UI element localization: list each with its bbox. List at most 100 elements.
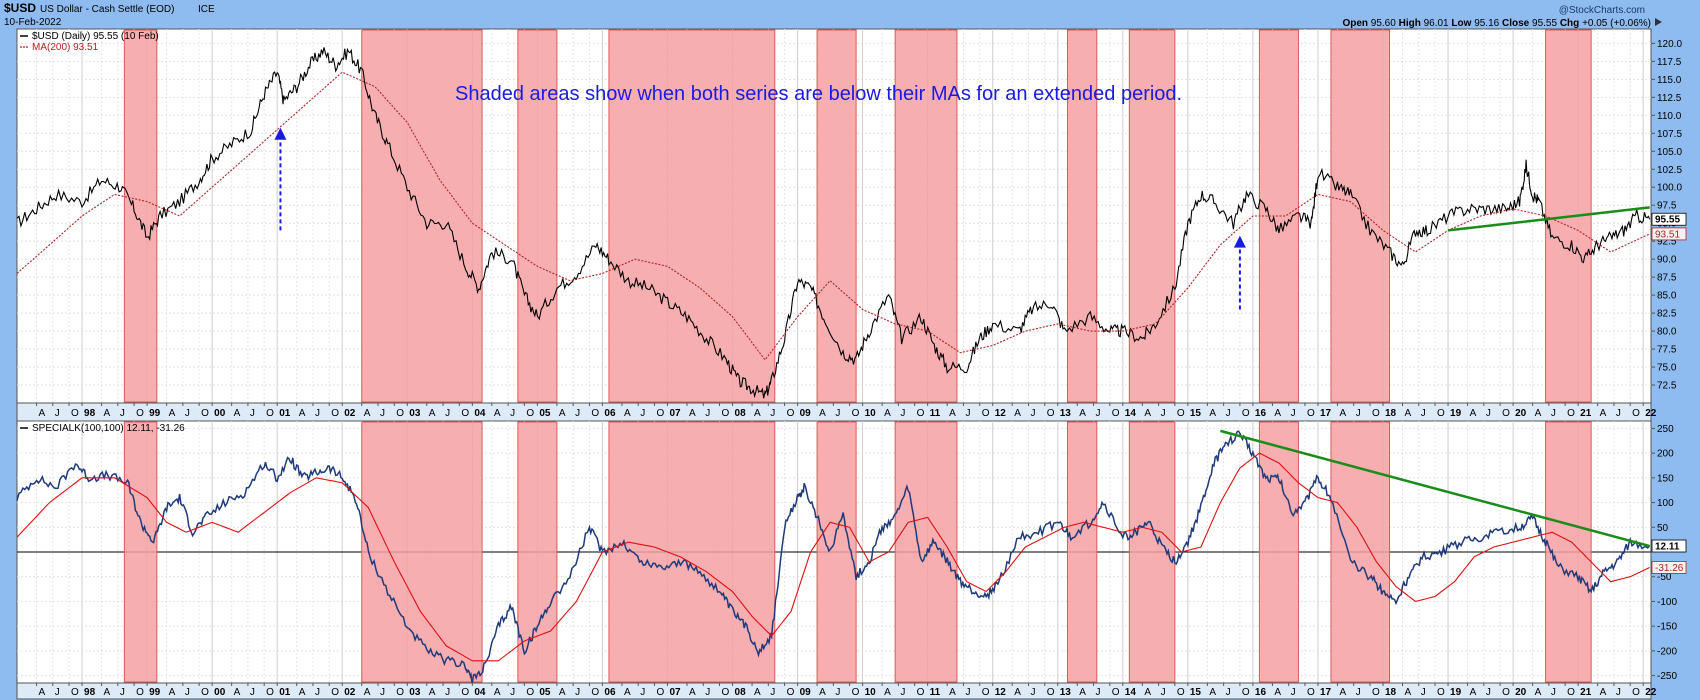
x-tick-label: A xyxy=(949,687,956,698)
x-tick-label: O xyxy=(591,687,599,698)
x-tick-label: A xyxy=(689,687,696,698)
x-tick-label: A xyxy=(39,408,46,419)
x-tick-label: 04 xyxy=(474,408,486,419)
x-tick-label: O xyxy=(1242,408,1250,419)
indicator-last-value-label: 12.11 xyxy=(1655,542,1680,553)
indicator-y-tick-label: 200 xyxy=(1657,449,1674,460)
x-tick-label: J xyxy=(1486,408,1491,419)
x-tick-label: A xyxy=(754,687,761,698)
x-tick-label: 99 xyxy=(149,408,161,419)
x-tick-label: 17 xyxy=(1320,687,1332,698)
x-tick-label: A xyxy=(494,687,501,698)
x-tick-label: A xyxy=(1339,408,1346,419)
x-tick-label: A xyxy=(429,687,436,698)
price-y-tick-label: 100.0 xyxy=(1657,183,1682,194)
indicator-y-tick-label: -50 xyxy=(1657,572,1672,583)
chevron-right-icon xyxy=(1655,18,1662,26)
x-tick-label: 99 xyxy=(149,687,161,698)
x-tick-label: A xyxy=(104,687,111,698)
indicator-trendline xyxy=(1220,429,1651,548)
x-tick-label: J xyxy=(120,408,125,419)
price-y-tick-label: 105.0 xyxy=(1657,147,1682,158)
x-tick-label: J xyxy=(835,408,840,419)
price-shaded-range xyxy=(608,29,776,403)
price-last-value-box xyxy=(1651,212,1687,226)
x-tick-label: 00 xyxy=(214,408,226,419)
x-tick-label: O xyxy=(1372,408,1380,419)
price-y-tick-label: 107.5 xyxy=(1657,129,1682,140)
x-tick-label: O xyxy=(722,687,730,698)
x-tick-label: O xyxy=(591,408,599,419)
x-tick-label: 08 xyxy=(735,408,747,419)
indicator-legend: SPECIALK(100,100) 12.11, -31.26 xyxy=(20,423,185,434)
x-tick-label: 19 xyxy=(1450,687,1462,698)
price-shaded-range xyxy=(1330,29,1391,403)
price-last-value-label: 95.55 xyxy=(1655,215,1680,226)
price-trendline xyxy=(1447,206,1650,232)
x-tick-label: J xyxy=(1486,687,1491,698)
x-tick-label: A xyxy=(234,408,241,419)
x-tick-label: O xyxy=(917,408,925,419)
x-tick-label: A xyxy=(1535,687,1542,698)
x-tick-label: J xyxy=(315,408,320,419)
price-last-value-box xyxy=(1651,227,1687,241)
symbol: $USD xyxy=(4,1,36,15)
x-tick-label: 06 xyxy=(604,687,616,698)
legend-ma: MA(200) 93.51 xyxy=(32,42,99,53)
chart-annotation: Shaded areas show when both series are b… xyxy=(455,83,1182,105)
indicator-shaded-range xyxy=(123,421,158,683)
indicator-y-tick-label: -200 xyxy=(1657,646,1677,657)
x-tick-label: O xyxy=(136,687,144,698)
x-tick-label: 07 xyxy=(669,408,681,419)
indicator-shaded-range xyxy=(816,421,857,683)
x-tick-label: 11 xyxy=(930,408,941,419)
close-value: 95.55 xyxy=(1532,18,1557,29)
x-tick-label: A xyxy=(1535,408,1542,419)
close-label: Close xyxy=(1502,18,1530,29)
x-tick-label: 98 xyxy=(84,408,96,419)
brand-watermark: @StockCharts.com xyxy=(1559,5,1645,16)
x-tick-label: A xyxy=(39,687,46,698)
price-y-tick-label: 90.0 xyxy=(1657,255,1677,266)
x-tick-label: 10 xyxy=(865,408,877,419)
x-tick-label: 08 xyxy=(735,687,747,698)
x-tick-label: J xyxy=(835,687,840,698)
x-tick-label: O xyxy=(1437,687,1445,698)
legend-price: $USD (Daily) 95.55 (10 Feb) xyxy=(32,31,159,42)
x-tick-label: O xyxy=(1112,687,1120,698)
x-tick-label: O xyxy=(1632,408,1640,419)
x-tick-label: O xyxy=(1567,687,1575,698)
price-y-tick-label: 72.5 xyxy=(1657,381,1677,392)
x-tick-label: O xyxy=(461,687,469,698)
price-y-tick-label: 87.5 xyxy=(1657,273,1677,284)
x-tick-label: O xyxy=(1307,408,1315,419)
x-tick-label: O xyxy=(1502,687,1510,698)
x-tick-label: O xyxy=(71,408,79,419)
x-tick-label: J xyxy=(770,687,775,698)
x-tick-label: A xyxy=(1339,687,1346,698)
x-tick-label: J xyxy=(640,687,645,698)
price-shaded-range xyxy=(517,29,558,403)
x-tick-label: J xyxy=(185,408,190,419)
x-tick-label: O xyxy=(656,687,664,698)
x-tick-label: O xyxy=(852,687,860,698)
indicator-y-tick-label: -250 xyxy=(1657,671,1677,682)
x-tick-label: O xyxy=(331,687,339,698)
indicator-y-tick-label: -150 xyxy=(1657,622,1677,633)
x-tick-label: A xyxy=(1079,687,1086,698)
x-tick-label: A xyxy=(1144,687,1151,698)
indicator-annotations: 12.11 -31.26 xyxy=(1220,429,1687,574)
x-tick-label: A xyxy=(1014,408,1021,419)
x-tick-label: J xyxy=(55,408,60,419)
x-tick-label: A xyxy=(949,408,956,419)
price-shaded-areas xyxy=(123,29,1592,403)
x-tick-label: 12 xyxy=(995,408,1007,419)
open-value: 95.60 xyxy=(1371,18,1396,29)
x-tick-label: 15 xyxy=(1190,687,1202,698)
x-tick-label: A xyxy=(169,408,176,419)
x-axis-bottom: A J O 98 A J O 99 A J O 00 A J O 01 A J O 02 A J O 03 A J O 04 A J O 05… xyxy=(36,683,1657,698)
x-tick-label: O xyxy=(526,687,534,698)
x-tick-label: 21 xyxy=(1580,408,1592,419)
indicator-y-tick-label: 150 xyxy=(1657,473,1674,484)
x-tick-label: A xyxy=(234,687,241,698)
